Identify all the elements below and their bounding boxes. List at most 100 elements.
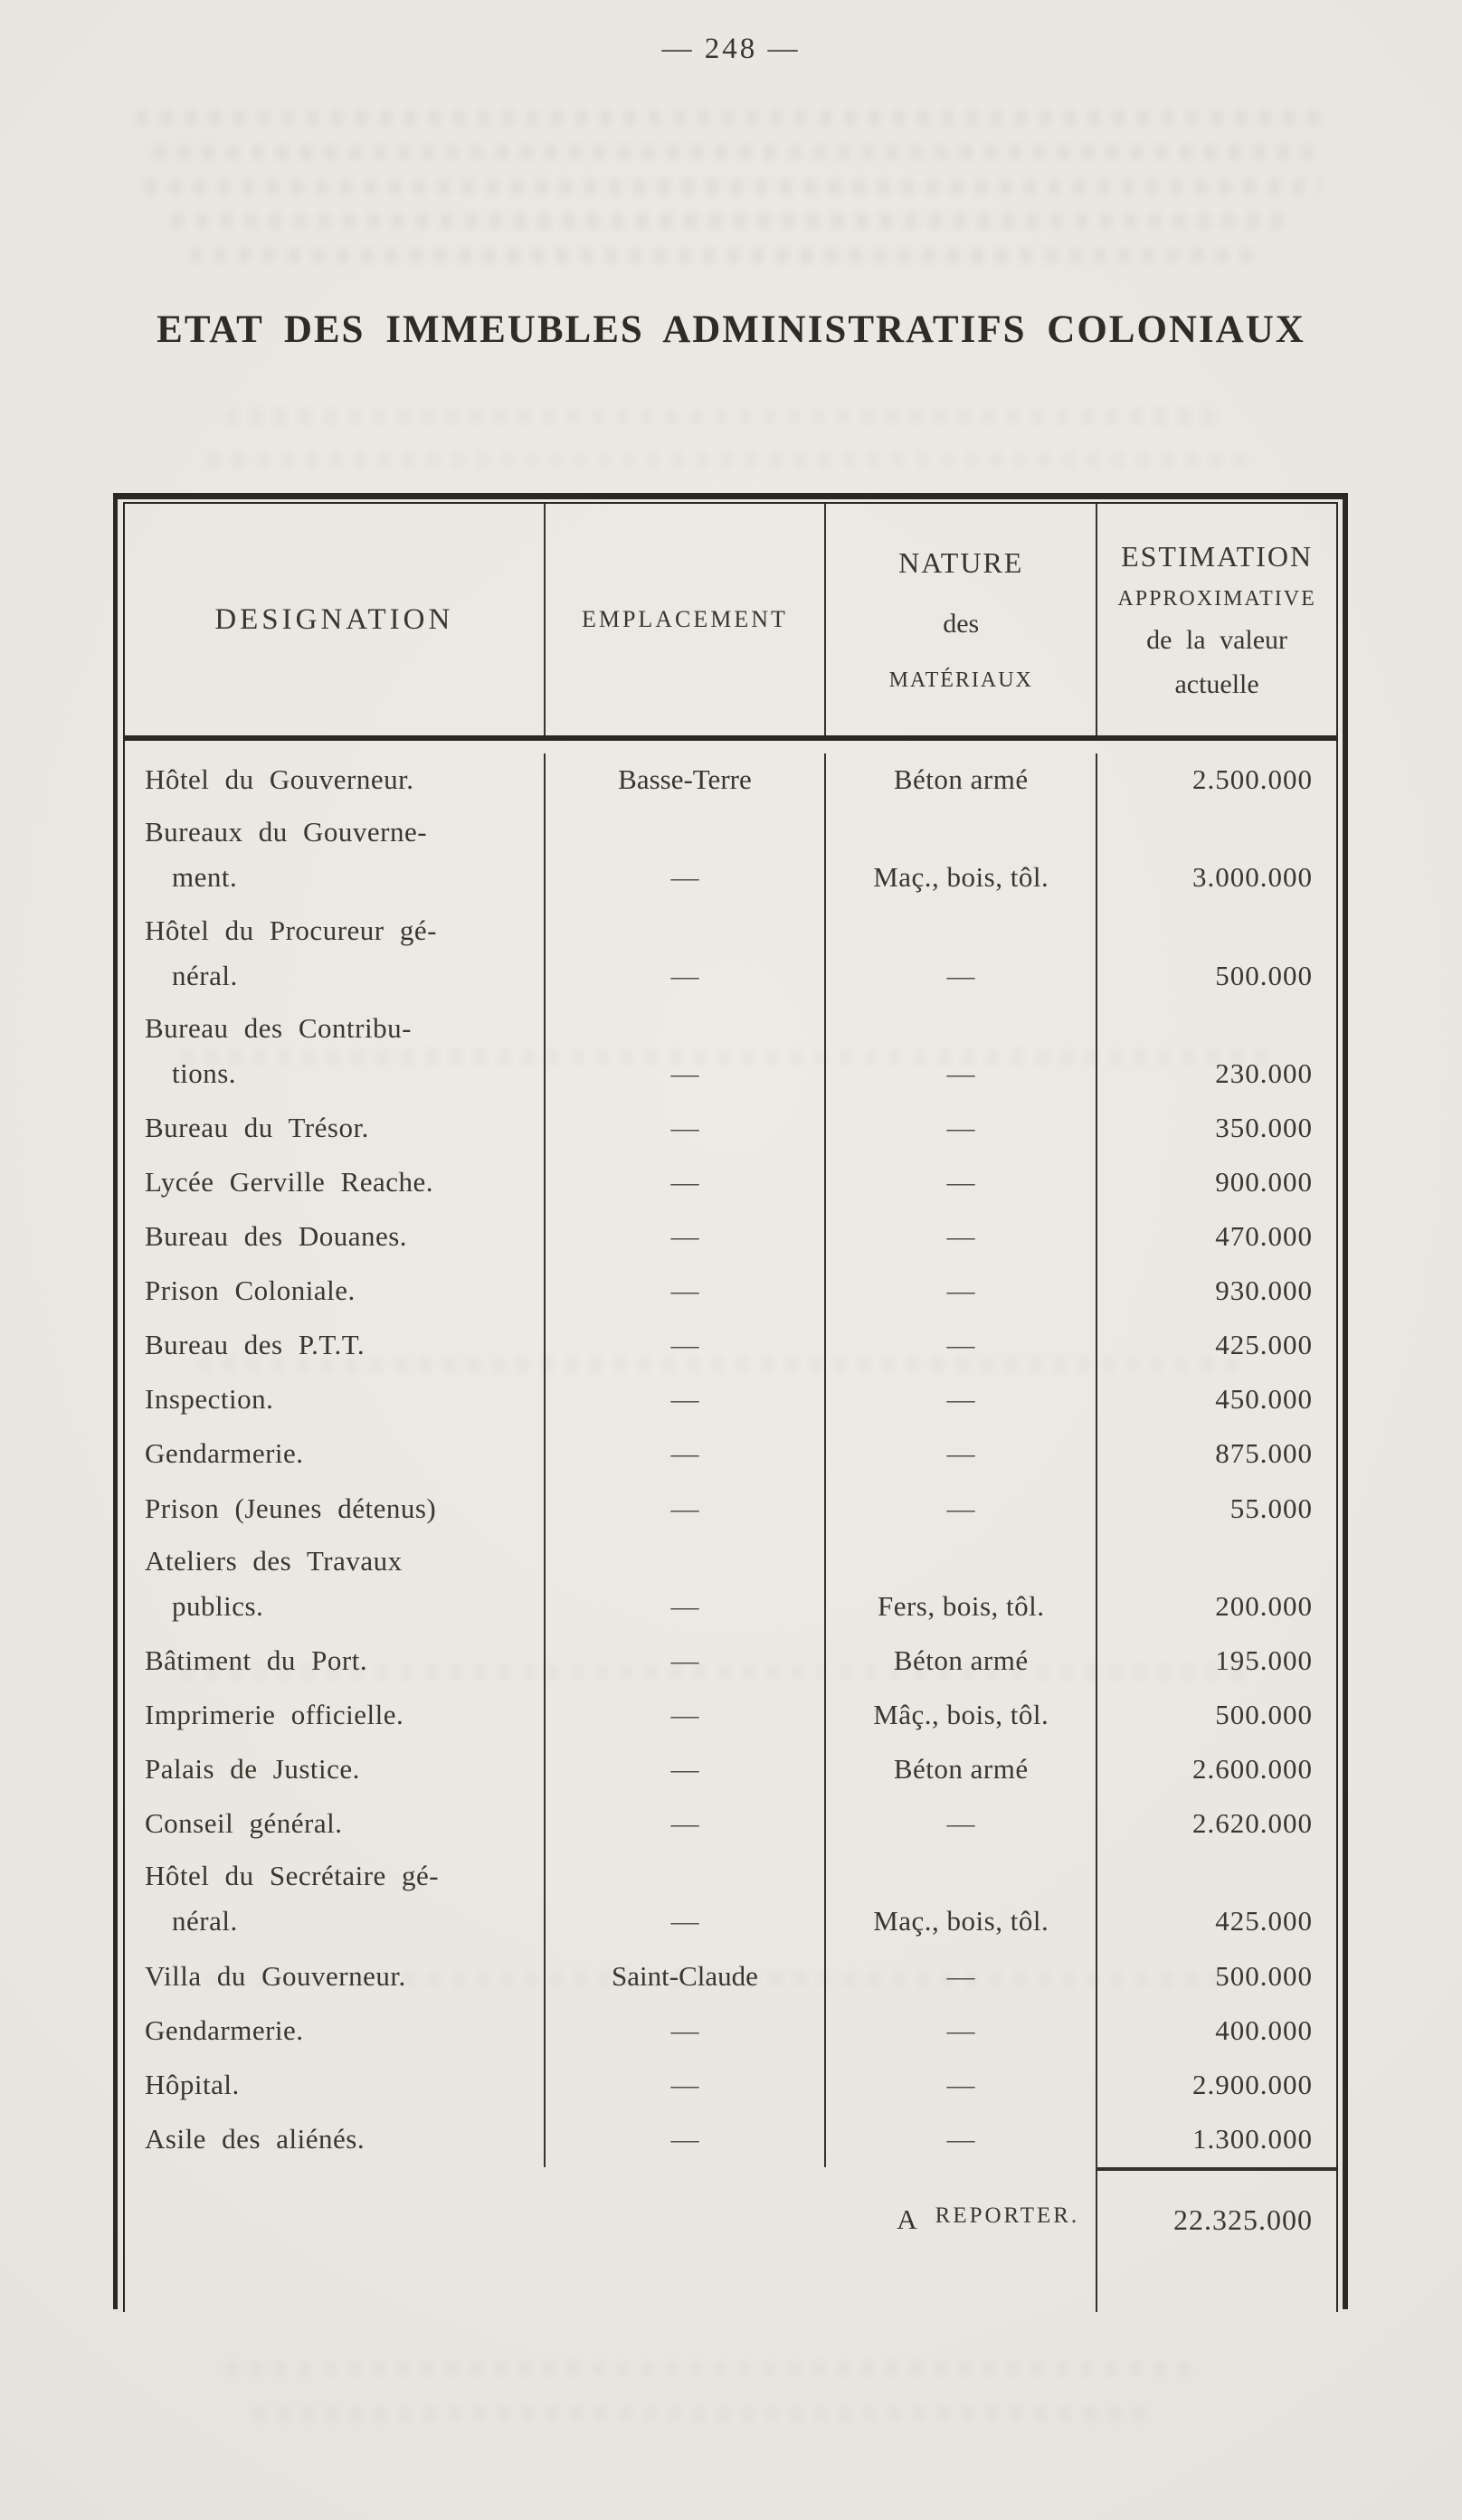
nature-value: Fers, bois, tôl.: [877, 1589, 1045, 1622]
estimation-value: 500.000: [1215, 1699, 1313, 1731]
emplacement-value: —: [670, 1383, 699, 1416]
emplacement-cell: Basse-Terre: [546, 753, 827, 809]
estimation-value: 2.600.000: [1191, 1753, 1313, 1786]
nature-value: —: [946, 1274, 975, 1307]
designation-cell: Hôtel du Secrétaire gé-néral.: [125, 1852, 546, 1950]
emplacement-cell: —: [546, 1797, 827, 1852]
nature-value: —: [946, 1492, 975, 1524]
estimation-cell: 2.500.000: [1097, 753, 1336, 808]
table-row: Hôtel du Secrétaire gé-néral. — Maç., bo…: [125, 1852, 1336, 1950]
estimation-cell: 500.000: [1097, 1689, 1336, 1743]
emplacement-value: —: [670, 1807, 699, 1840]
emplacement-cell: —: [546, 1634, 827, 1689]
emplacement-cell: —: [546, 1852, 827, 1950]
designation-cell: Imprimerie officielle.: [125, 1688, 546, 1744]
designation-line: Bureau du Trésor.: [145, 1111, 369, 1143]
column-header-label: actuelle: [1174, 668, 1259, 699]
emplacement-value: —: [670, 2122, 699, 2155]
table-row: Lycée Gerville Reache. — — 900.000: [125, 1155, 1336, 1210]
designation-line: publics.: [172, 1589, 264, 1622]
nature-value: Béton armé: [893, 1753, 1029, 1786]
estimation-value: 470.000: [1215, 1220, 1313, 1253]
nature-value: Mâç., bois, tôl.: [873, 1699, 1049, 1731]
emplacement-value: —: [670, 1220, 699, 1253]
emplacement-value: —: [670, 1699, 699, 1731]
estimation-cell: 875.000: [1097, 1427, 1336, 1482]
column-header-label: EMPLACEMENT: [581, 606, 788, 632]
column-header-designation: DESIGNATION: [125, 504, 546, 735]
estimation-value: 930.000: [1215, 1274, 1313, 1307]
table-row: Imprimerie officielle. — Mâç., bois, tôl…: [125, 1688, 1336, 1744]
designation-cell: Conseil général.: [125, 1797, 546, 1852]
estimation-value: 500.000: [1215, 959, 1313, 991]
bleedthrough-smudge: [208, 452, 1248, 468]
footer-total-value: 22.325.000: [1097, 2167, 1336, 2312]
nature-value: —: [946, 1383, 975, 1416]
designation-line: Bâtiment du Port.: [145, 1644, 368, 1676]
emplacement-value: Saint-Claude: [612, 1959, 758, 1992]
estimation-cell: 400.000: [1097, 2004, 1336, 2059]
nature-value: —: [946, 1329, 975, 1361]
table-row: Bureaux du Gouverne-ment. — Maç., bois, …: [125, 808, 1336, 906]
emplacement-value: —: [670, 1492, 699, 1524]
designation-line: Palais de Justice.: [145, 1753, 360, 1786]
table-header-row: DESIGNATION EMPLACEMENT NATURE des MATÉR…: [125, 504, 1336, 741]
column-header-emplacement: EMPLACEMENT: [546, 504, 827, 735]
nature-value: —: [946, 1807, 975, 1840]
table-row: Ateliers des Travaux publics. — Fers, boi…: [125, 1536, 1336, 1634]
designation-line: Prison (Jeunes détenus): [145, 1492, 437, 1524]
table-row: Conseil général. — — 2.620.000: [125, 1797, 1336, 1852]
emplacement-value: —: [670, 861, 699, 894]
designation-cell: Hôtel du Gouverneur.: [125, 753, 546, 809]
designation-line: Villa du Gouverneur.: [145, 1959, 406, 1992]
nature-value: Maç., bois, tôl.: [873, 861, 1049, 894]
footer-label-text: A: [897, 2203, 919, 2235]
estimation-cell: 350.000: [1097, 1102, 1336, 1156]
estimation-value: 195.000: [1215, 1644, 1313, 1676]
emplacement-value: —: [670, 1644, 699, 1676]
designation-cell: Bureau des Douanes.: [125, 1209, 546, 1265]
nature-value: —: [946, 959, 975, 991]
estimation-cell: 200.000: [1097, 1537, 1336, 1634]
nature-cell: Béton armé: [826, 753, 1098, 809]
designation-cell: Bureau du Trésor.: [125, 1101, 546, 1156]
column-header-label: des: [943, 609, 980, 639]
estimation-cell: 500.000: [1097, 905, 1336, 1003]
estimation-value: 425.000: [1215, 1905, 1313, 1937]
nature-value: —: [946, 1220, 975, 1253]
nature-value: —: [946, 1165, 975, 1198]
nature-cell: —: [826, 2112, 1098, 2167]
designation-line: Gendarmerie.: [145, 1437, 304, 1470]
emplacement-value: —: [670, 959, 699, 991]
estimation-cell: 2.600.000: [1097, 1743, 1336, 1797]
emplacement-value: —: [670, 1329, 699, 1361]
bleedthrough-smudge: [253, 2406, 1158, 2421]
estimation-cell: 55.000: [1097, 1482, 1336, 1536]
estimation-value: 2.620.000: [1191, 1807, 1313, 1840]
emplacement-cell: —: [546, 1003, 827, 1102]
emplacement-cell: —: [546, 1373, 827, 1428]
nature-cell: —: [826, 1319, 1098, 1374]
estimation-value: 500.000: [1215, 1959, 1313, 1992]
column-header-label: DESIGNATION: [214, 602, 454, 636]
emplacement-cell: —: [546, 905, 827, 1004]
designation-line: Lycée Gerville Reache.: [145, 1165, 434, 1198]
emplacement-value: —: [670, 1111, 699, 1143]
column-header-label: de la valeur: [1146, 624, 1288, 655]
designation-line: Hôtel du Procureur gé-: [145, 914, 437, 946]
nature-cell: Fers, bois, tôl.: [826, 1536, 1098, 1634]
footer-label-text: REPORTER.: [935, 2203, 1080, 2228]
bleedthrough-smudge: [172, 213, 1294, 229]
nature-cell: Maç., bois, tôl.: [826, 1852, 1098, 1950]
table-footer-row: A REPORTER. 22.325.000: [125, 2167, 1336, 2312]
nature-value: Maç., bois, tôl.: [873, 1905, 1049, 1937]
designation-cell: Hôpital.: [125, 2058, 546, 2113]
table-row: Prison (Jeunes détenus) — — 55.000: [125, 1482, 1336, 1537]
emplacement-cell: —: [546, 2004, 827, 2059]
designation-line: Hôtel du Gouverneur.: [145, 763, 414, 796]
designation-cell: Gendarmerie.: [125, 1427, 546, 1483]
estimation-value: 350.000: [1215, 1111, 1313, 1143]
footer-carry-forward-label: A REPORTER.: [826, 2167, 1098, 2312]
estimation-cell: 425.000: [1097, 1852, 1336, 1949]
estimation-value: 2.500.000: [1191, 763, 1313, 796]
